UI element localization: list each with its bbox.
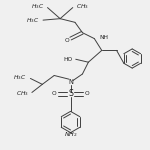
- Text: $CH_3$: $CH_3$: [16, 90, 29, 98]
- Text: O: O: [64, 38, 69, 43]
- Text: $H_3C$: $H_3C$: [26, 16, 39, 25]
- Text: $CH_3$: $CH_3$: [76, 2, 89, 11]
- Text: N: N: [68, 79, 73, 85]
- Text: $H_3C$: $H_3C$: [14, 73, 27, 82]
- Text: S: S: [68, 89, 73, 98]
- Text: O: O: [85, 92, 89, 96]
- Text: O: O: [52, 92, 57, 96]
- Text: NH: NH: [99, 35, 108, 40]
- Text: HO: HO: [64, 57, 73, 63]
- Text: $NH_2$: $NH_2$: [64, 130, 77, 139]
- Text: $H_3C$: $H_3C$: [31, 2, 44, 11]
